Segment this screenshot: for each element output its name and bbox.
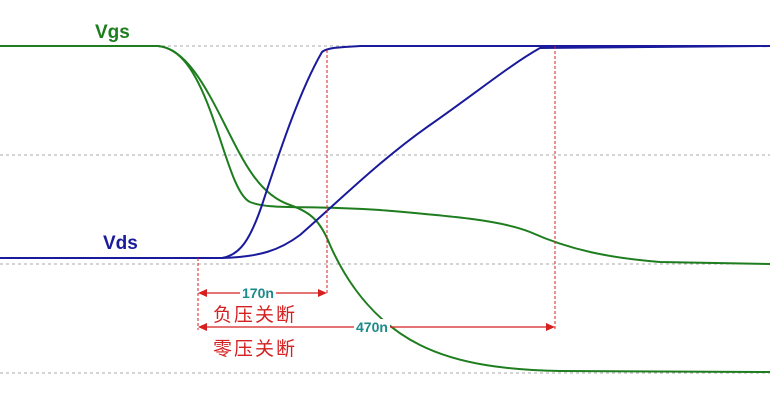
arrowhead — [318, 289, 327, 297]
vgs-negative-voltage-curve — [0, 45, 770, 373]
vds-fast-curve — [0, 45, 770, 259]
caption-zero-turnoff: 零压关断 — [213, 338, 298, 360]
vgs-label: Vgs — [95, 22, 130, 43]
arrowhead — [198, 323, 207, 331]
vds-label: Vds — [103, 233, 138, 254]
time-label-470n: 470n — [354, 319, 390, 335]
time-label-170n: 170n — [240, 285, 276, 301]
arrowhead — [198, 289, 207, 297]
caption-negative-turnoff: 负压关断 — [213, 304, 298, 326]
arrowhead — [546, 323, 555, 331]
vds-slow-curve — [221, 45, 770, 259]
vgs-zero-voltage-curve — [0, 45, 770, 265]
